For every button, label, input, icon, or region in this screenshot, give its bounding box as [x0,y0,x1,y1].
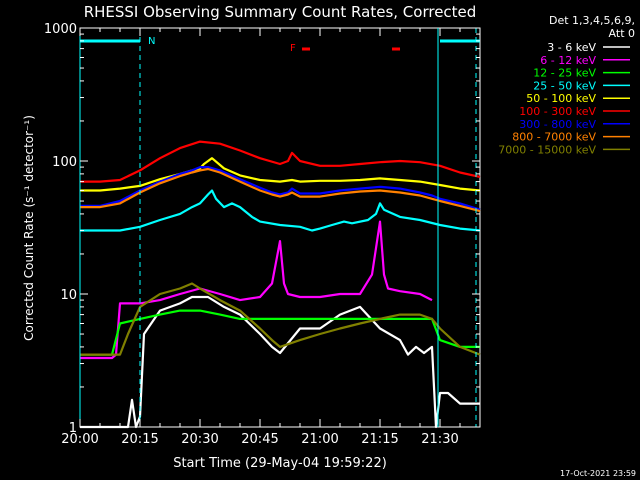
x-tick-label: 20:30 [181,432,218,447]
footer-timestamp: 17-Oct-2021 23:59 [560,469,636,478]
series-line-3-6-kev [80,295,480,429]
series-line-6-12-kev [80,220,433,360]
series-line-100-300-kev [80,140,481,183]
legend-label-800-7000-kev: 800 - 7000 keV [512,131,596,144]
series-line-7000-15000-kev [80,282,481,356]
legend-label-3-6-kev: 3 - 6 keV [547,41,596,54]
legend-label-12-25-kev: 12 - 25 keV [533,67,596,80]
y-tick-label: 100 [52,155,77,170]
legend-label-50-100-kev: 50 - 100 keV [526,92,596,105]
x-tick-label: 20:00 [61,432,98,447]
series-line-50-100-kev [80,157,481,192]
chart-title: RHESSI Observing Summary Count Rates, Co… [84,3,477,21]
legend-header-line-2: Att 0 [609,27,635,40]
x-tick-label: 21:15 [361,432,398,447]
y-tick-label: 1 [69,421,77,436]
x-tick-label: 21:30 [421,432,458,447]
y-tick-label: 10 [60,288,77,303]
legend-label-7000-15000-kev: 7000 - 15000 keV [498,143,596,156]
x-tick-label: 20:15 [121,432,158,447]
x-tick-label: 20:45 [241,432,278,447]
x-axis-label: Start Time (29-May-04 19:59:22) [173,456,387,471]
series-line-800-7000-kev [80,167,481,213]
flare-marker-label: F [290,43,296,54]
series-line-25-50-kev [80,189,481,232]
plot-area: N F 20:00 20:15 20:30 20:45 21:00 21:15 21:30 1 1… [44,22,481,447]
x-tick-label: 21:00 [301,432,338,447]
night-marker-label: N [148,36,155,47]
series-line-12-25-kev [80,309,480,356]
legend-label-100-300-kev: 100 - 300 keV [519,105,596,118]
y-tick-label: 1000 [44,22,77,37]
series-line-300-800-kev [80,166,481,211]
y-axis-label: Corrected Count Rate (s⁻¹ detector⁻¹) [22,115,36,341]
legend-header-line-1: Det 1,3,4,5,6,9, [549,14,635,27]
legend-label-6-12-kev: 6 - 12 keV [540,54,596,67]
legend-label-300-800-kev: 300 - 800 keV [519,118,596,131]
legend-label-25-50-kev: 25 - 50 keV [533,79,596,92]
